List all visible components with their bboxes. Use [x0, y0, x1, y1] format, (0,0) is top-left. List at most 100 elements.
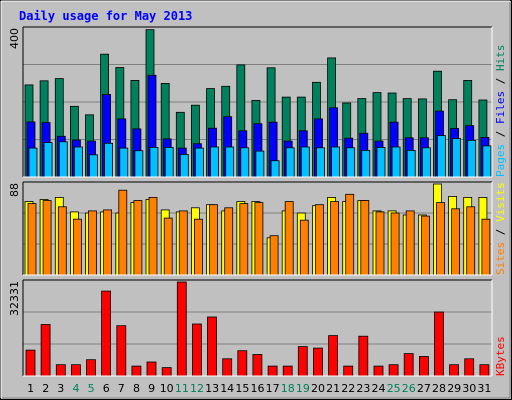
legend-item-sep3: / [494, 222, 507, 242]
x-label-day-31: 31 [477, 382, 491, 395]
bar-kbytes-day-30 [464, 358, 475, 377]
bar-pages-day-18 [285, 147, 295, 178]
x-label-day-15: 15 [235, 382, 249, 395]
bar-sites-day-29 [451, 208, 461, 276]
x-label-day-9: 9 [148, 382, 155, 395]
bar-pages-day-2 [43, 142, 53, 178]
panel-bottom: 32331 KBytes [8, 279, 507, 377]
bar-sites-day-24 [375, 211, 385, 276]
bar-kbytes-day-5 [86, 359, 96, 377]
bar-kbytes-day-11 [176, 281, 187, 377]
bar-kbytes-day-9 [146, 361, 157, 377]
x-label-day-1: 1 [27, 382, 34, 395]
legend-item-hits: Hits [494, 45, 507, 72]
x-label-day-18: 18 [281, 382, 295, 395]
bar-pages-day-4 [74, 146, 83, 178]
bar-pages-day-17 [270, 160, 280, 178]
bar-sites-day-22 [345, 193, 355, 276]
bar-sites-day-20 [315, 204, 324, 276]
x-label-day-12: 12 [190, 382, 204, 395]
bar-pages-day-8 [134, 150, 144, 178]
chart-panels: 400 Pages / Files / Hits 88 Sites / Visits 3… [8, 26, 507, 377]
bar-kbytes-day-29 [449, 364, 460, 377]
bar-pages-day-14 [225, 146, 235, 178]
panel-middle: 88 Sites / Visits [8, 181, 507, 276]
bar-sites-day-27 [420, 215, 430, 276]
x-label-day-21: 21 [326, 382, 340, 395]
bar-kbytes-day-14 [222, 358, 233, 377]
x-label-day-22: 22 [341, 382, 355, 395]
bar-sites-day-18 [284, 201, 294, 276]
x-label-day-28: 28 [432, 382, 446, 395]
bar-kbytes-day-28 [434, 311, 444, 377]
x-label-day-29: 29 [447, 382, 461, 395]
bar-sites-day-12 [193, 218, 203, 276]
panel-top: 400 Pages / Files / Hits [8, 26, 507, 178]
bar-pages-day-24 [376, 146, 386, 178]
legend-bottom: KBytes [494, 336, 507, 376]
x-label-day-19: 19 [296, 382, 310, 395]
bar-pages-day-11 [179, 153, 189, 178]
bar-pages-day-20 [316, 147, 325, 178]
bar-sites-day-8 [133, 200, 143, 276]
bar-pages-day-5 [89, 154, 98, 178]
bar-kbytes-day-22 [343, 365, 354, 377]
bar-sites-day-31 [481, 218, 491, 276]
bar-pages-day-28 [437, 135, 446, 178]
legend-item-sep2: / [494, 71, 507, 91]
bar-sites-day-19 [299, 219, 309, 276]
bar-kbytes-day-16 [252, 354, 263, 377]
bar-kbytes-day-20 [313, 347, 323, 377]
bar-kbytes-day-21 [328, 335, 339, 377]
legend-top: Pages / Files / Hits [494, 45, 507, 178]
bar-kbytes-day-4 [71, 364, 81, 377]
bar-pages-day-23 [361, 149, 371, 178]
bar-sites-day-13 [209, 204, 218, 276]
bar-kbytes-day-1 [25, 349, 36, 377]
bar-pages-day-30 [467, 139, 477, 178]
bar-sites-day-6 [103, 209, 112, 276]
bar-kbytes-day-3 [55, 364, 66, 377]
x-label-day-16: 16 [251, 382, 265, 395]
x-label-day-30: 30 [462, 382, 476, 395]
legend-item-files: Files [494, 91, 507, 124]
bar-pages-day-3 [58, 141, 68, 178]
bar-kbytes-day-25 [388, 364, 399, 377]
bar-kbytes-day-7 [116, 325, 127, 377]
x-label-day-13: 13 [205, 382, 219, 395]
bar-kbytes-day-13 [207, 316, 217, 377]
bar-pages-day-26 [406, 149, 416, 178]
x-label-day-10: 10 [160, 382, 174, 395]
bar-pages-day-12 [194, 147, 204, 178]
bar-kbytes-day-23 [358, 335, 369, 377]
bar-pages-day-9 [149, 146, 159, 178]
bar-sites-day-21 [330, 201, 340, 276]
bar-sites-day-7 [118, 189, 128, 276]
bar-kbytes-day-2 [40, 324, 51, 377]
bar-pages-day-10 [164, 146, 174, 178]
bar-pages-day-6 [104, 142, 113, 178]
bar-sites-day-11 [178, 210, 188, 276]
bar-sites-day-28 [436, 202, 445, 276]
bar-kbytes-day-15 [237, 350, 248, 377]
x-label-day-4: 4 [73, 382, 80, 395]
x-label-day-3: 3 [57, 382, 64, 395]
bar-pages-day-21 [331, 146, 341, 178]
x-label-day-23: 23 [356, 382, 370, 395]
x-label-day-26: 26 [402, 382, 416, 395]
bar-sites-day-16 [254, 202, 264, 276]
bar-sites-day-2 [42, 200, 52, 276]
y-max-label-bottom: 32331 [8, 281, 21, 316]
x-label-day-6: 6 [103, 382, 110, 395]
x-label-day-7: 7 [118, 382, 125, 395]
bar-pages-day-13 [210, 146, 219, 178]
chart-title: Daily usage for May 2013 [19, 9, 192, 23]
bar-kbytes-day-12 [191, 323, 202, 377]
bar-kbytes-day-26 [403, 353, 414, 377]
bar-sites-day-23 [360, 200, 370, 276]
bar-kbytes-day-6 [101, 290, 111, 377]
bar-kbytes-day-18 [282, 365, 293, 377]
bar-sites-day-15 [239, 203, 249, 276]
bar-kbytes-day-10 [161, 367, 172, 377]
